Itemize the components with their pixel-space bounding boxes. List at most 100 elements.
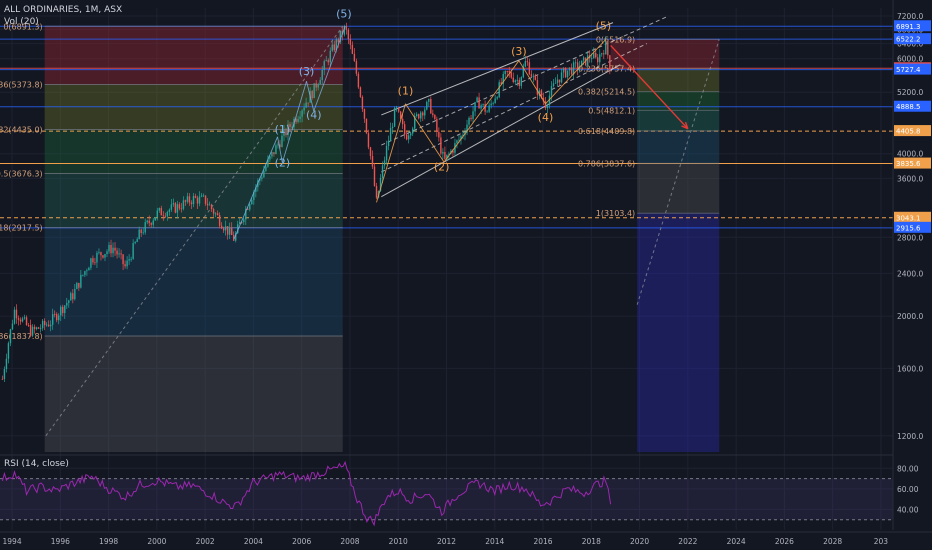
candle-body <box>393 107 396 127</box>
price-marker-label: 4405.8 <box>896 128 921 136</box>
candle-body <box>15 309 18 319</box>
candle-body <box>45 324 48 326</box>
candle-body <box>122 254 124 265</box>
projection-arrow-head <box>681 121 689 130</box>
candle-body <box>64 305 66 314</box>
candle-body <box>128 259 130 261</box>
time-axis-tick-label: 1998 <box>99 537 118 546</box>
channel-upper <box>381 22 614 116</box>
candle-body <box>184 200 187 202</box>
time-axis-tick-label: 2002 <box>196 537 215 546</box>
candle-body <box>192 196 195 205</box>
candle-body <box>371 156 374 167</box>
candle-body <box>37 327 40 329</box>
candle-body <box>132 243 134 259</box>
candle-body <box>235 233 237 241</box>
candle-body <box>17 318 20 320</box>
candle-body <box>347 29 350 40</box>
candle-body <box>472 111 474 119</box>
wave-line-orange <box>443 60 520 163</box>
fib-label-right: 1(3103.4) <box>596 209 635 218</box>
candle-body <box>222 228 225 231</box>
candle-body <box>243 219 245 223</box>
candle-body <box>142 232 144 234</box>
candle-body <box>31 326 34 336</box>
candle-body <box>462 134 464 137</box>
candle-body <box>315 83 317 88</box>
candle-body <box>196 197 199 204</box>
price-axis-tick-label: 2000.0 <box>897 312 923 321</box>
candle-body <box>90 258 92 268</box>
candle-body <box>399 111 402 119</box>
candle-body <box>291 126 293 128</box>
candle-body <box>468 117 470 125</box>
candle-body <box>582 57 585 61</box>
candle-body <box>72 293 74 300</box>
price-axis-tick-label: 2800.0 <box>897 233 923 242</box>
symbol-title: ALL ORDINARIES, 1M, ASX <box>4 5 123 15</box>
candle-body <box>311 91 313 99</box>
candle-body <box>66 302 68 306</box>
candle-body <box>460 136 462 140</box>
candle-body <box>120 253 122 255</box>
candle-body <box>218 215 221 226</box>
fib-zone-left <box>44 129 343 174</box>
candle-body <box>176 204 179 213</box>
candle-body <box>574 62 577 64</box>
candle-body <box>146 220 148 223</box>
fib-zone-left <box>44 335 343 452</box>
candle-body <box>438 131 440 138</box>
price-marker-badge <box>894 221 931 233</box>
volume-indicator-label: Vol (20) <box>4 17 39 27</box>
time-axis-tick-label: 2006 <box>292 537 311 546</box>
candle-body <box>182 200 185 209</box>
fib-label-right: 0.5(4812.1) <box>588 106 635 115</box>
candle-body <box>486 111 488 113</box>
fib-label-right: 0.236(5757.4) <box>578 64 635 73</box>
wave-line-orange <box>518 60 546 105</box>
fib-label-right: 0.382(5214.5) <box>578 88 635 97</box>
candle-body <box>544 101 547 109</box>
candle-body <box>148 220 150 224</box>
candle-body <box>228 227 231 235</box>
price-axis-tick-label: 4000.0 <box>897 150 923 159</box>
candle-body <box>297 118 299 122</box>
candle-body <box>359 87 362 97</box>
candle-body <box>130 258 132 260</box>
candle-body <box>490 103 492 106</box>
candle-body <box>118 253 120 255</box>
candle-body <box>100 252 102 256</box>
wave-line-blue <box>313 26 346 112</box>
candle-body <box>249 204 251 210</box>
candle-body <box>416 114 418 116</box>
candle-body <box>428 98 430 102</box>
candle-body <box>458 139 460 141</box>
candle-body <box>198 196 201 204</box>
candle-body <box>116 250 118 255</box>
projection-arrow-line <box>610 44 689 130</box>
candle-body <box>446 154 448 159</box>
candle-body <box>239 222 241 225</box>
candle-body <box>510 72 512 78</box>
candle-body <box>403 124 406 135</box>
candle-body <box>186 196 189 202</box>
elliott-wave-label: (3) <box>299 65 315 78</box>
candle-body <box>170 204 173 210</box>
candle-body <box>482 104 484 106</box>
candle-body <box>609 55 611 70</box>
candle-body <box>241 222 243 223</box>
time-axis-tick-label: 2010 <box>389 537 408 546</box>
candle-body <box>253 191 255 200</box>
candle-body <box>112 247 114 254</box>
candle-body <box>558 79 561 83</box>
rsi-line <box>1 460 612 527</box>
candle-body <box>29 324 32 336</box>
fib-label-left: 0.236(5373.8) <box>0 81 43 90</box>
candle-body <box>512 77 514 82</box>
candle-body <box>62 306 64 314</box>
candle-body <box>174 203 177 213</box>
candle-body <box>351 44 354 54</box>
candle-body <box>339 30 342 43</box>
